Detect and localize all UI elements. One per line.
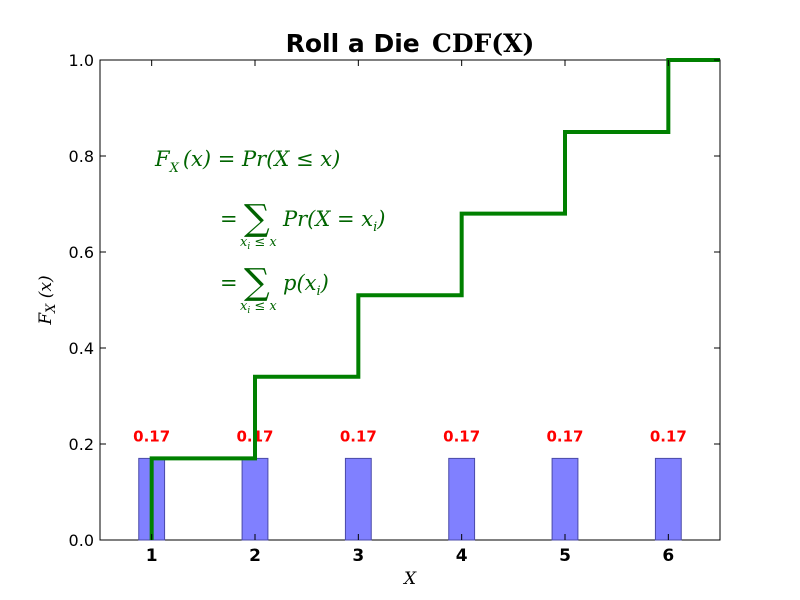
y-axis-ticks: 0.0 0.2 0.4 0.6 0.8 1.0 [69,51,720,550]
x-tick-label: 4 [456,546,468,566]
chart-title: Roll a Die CDF(X) [286,29,535,58]
bar [551,457,579,541]
bar-data-label: 0.17 [650,427,687,445]
cdf-step-line [149,58,720,540]
x-tick-label: 1 [146,546,158,566]
x-tick-label: 5 [559,546,571,566]
y-tick-label: 0.6 [69,243,94,262]
y-tick-label: 0.2 [69,435,94,454]
svg-text:FX (x): FX (x) [36,275,59,325]
x-axis-ticks: 1 2 3 4 5 6 [146,60,674,566]
x-tick-label: 3 [352,546,364,566]
x-tick-label: 2 [249,546,261,566]
bar-data-label: 0.17 [340,427,377,445]
bar-data-label: 0.17 [546,427,583,445]
bar [241,457,269,541]
formula-line1-lhs: F [154,147,171,171]
formula-line-2-rhs: Pr(X = xi) [282,207,385,235]
formula-line-1: FX (x) = Pr(X ≤ x) [154,147,340,176]
bar [448,457,476,541]
formula-line-2-eq: = [220,207,238,231]
formula-line1-arg: (x) = Pr(X ≤ x) [183,147,340,171]
y-axis-label-sub: X [44,303,59,314]
y-axis-label: FX (x) [36,275,59,325]
y-tick-label: 0.0 [69,531,94,550]
formula-line-3-rhs: p(xi) [283,271,329,299]
y-tick-label: 1.0 [69,51,94,70]
y-axis-label-f: F [36,312,56,326]
chart-title-math: CDF(X) [432,29,534,58]
formula-line-3-sum-sub: xi ≤ x [240,299,277,316]
cdf-formula-annotation: FX (x) = Pr(X ≤ x) = ∑ xi ≤ x Pr(X = xi) … [154,147,385,316]
y-axis-label-arg: (x) [36,275,56,303]
bar-data-label: 0.17 [443,427,480,445]
formula-line-2-sum: ∑ [244,198,270,239]
cdf-step-series [149,58,720,540]
x-axis-label: X [402,569,417,589]
formula-line-3-sum: ∑ [244,262,270,303]
bar-data-label: 0.17 [133,427,170,445]
bar [654,457,682,541]
y-tick-label: 0.8 [69,147,94,166]
y-tick-label: 0.4 [69,339,94,358]
x-tick-label: 6 [662,546,674,566]
formula-line1-lhs-sub: X [169,161,180,176]
bar [344,457,372,541]
formula-line-2-sum-sub: xi ≤ x [240,235,277,252]
chart-title-text: Roll a Die [286,29,420,58]
formula-line-3-eq: = [220,271,238,295]
